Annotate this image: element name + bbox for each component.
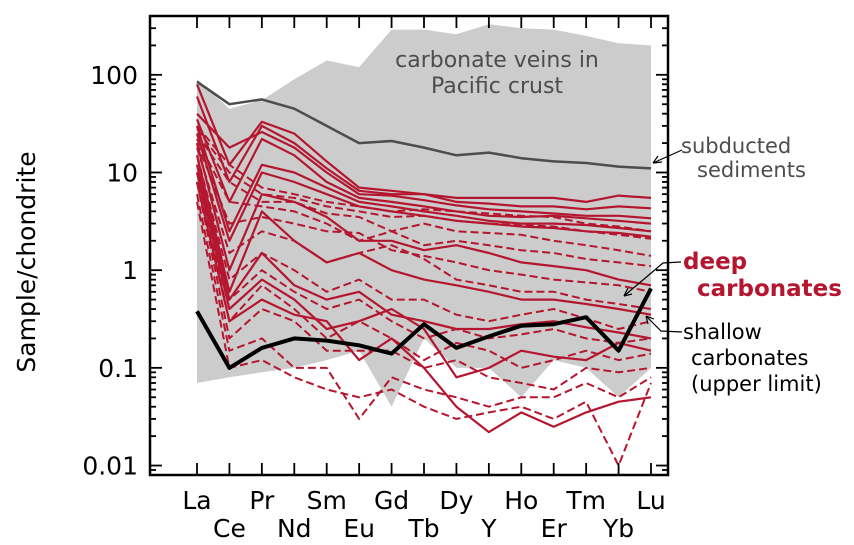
deep-carbonate-dashed-series-9 — [196, 172, 652, 369]
x-category-label: Dy — [439, 486, 473, 515]
shallow-arrow-head — [645, 315, 655, 325]
deep-carbonate-solid-series-5 — [195, 125, 652, 233]
x-category-label: Sm — [307, 486, 347, 515]
y-tick-label: 0.01 — [82, 452, 138, 481]
shallow-label-line1: shallow — [683, 320, 762, 344]
veins-label-line2: Pacific crust — [431, 74, 563, 99]
deep-label-line2: carbonates — [697, 276, 842, 302]
deep-carbonate-solid-series-10 — [195, 172, 652, 379]
deep-carbonate-solid-series-7 — [195, 142, 652, 287]
deep-carbonate-solid-series-2 — [195, 96, 652, 211]
shallow-arrow — [645, 315, 683, 333]
x-category-label: Nd — [277, 514, 312, 543]
y-tick-label: 10 — [106, 158, 138, 187]
deep-carbonate-solid-series-11 — [195, 181, 652, 434]
subducted-sediments-line — [196, 80, 652, 170]
deep-carbonate-dashed-series-7 — [196, 155, 652, 330]
deep-carbonate-dashed-series-5 — [196, 142, 652, 293]
shallow-label-line2: carbonates — [691, 346, 809, 370]
deep-carbonate-dashed-series-3 — [196, 133, 652, 257]
x-category-label: Gd — [374, 486, 409, 515]
deep-carbonate-dashed-series-4 — [196, 138, 652, 268]
subducted-label-line2: sediments — [697, 158, 806, 182]
deep-carbonate-dashed-series-6 — [196, 147, 652, 310]
x-category-label: Er — [541, 514, 568, 543]
deep-arrow-head — [623, 287, 633, 297]
deep-carbonate-solid-series-8 — [195, 155, 652, 316]
deep-label-line1: deep — [683, 249, 747, 275]
y-tick-label: 0.1 — [98, 354, 138, 383]
subducted-arrow — [652, 149, 683, 164]
x-category-label: Eu — [343, 514, 375, 543]
shallow-layer — [195, 287, 653, 370]
y-tick-label: 100 — [90, 61, 138, 90]
x-category-label: Tm — [565, 486, 606, 515]
subducted-layer — [196, 80, 652, 170]
x-category-label: Lu — [636, 486, 665, 515]
deep-carbonate-dashed-series-11 — [196, 193, 652, 420]
x-category-label: Pr — [249, 486, 275, 515]
subducted-label-line1: subducted — [681, 134, 791, 158]
deep-arrow — [623, 261, 682, 297]
deep-carbonate-dashed-series-1 — [196, 125, 652, 233]
deep-carbonate-dashed-series-8 — [196, 164, 652, 344]
subducted-arrow-head — [652, 155, 663, 164]
y-tick-label: 1 — [122, 256, 138, 285]
x-category-label: Tb — [407, 514, 439, 543]
deep-carbonate-solid-series-3 — [196, 112, 652, 220]
y-axis-title: Sample/chondrite — [12, 151, 41, 372]
x-category-label: Ho — [504, 486, 538, 515]
x-category-label: Yb — [602, 514, 634, 543]
x-category-label: Ce — [213, 514, 246, 543]
tick-labels-layer: 0.01 0.1 1 10 100 LaCePrNdSmEuGdTbDyYHoErTmYb… — [82, 61, 665, 543]
deep-dashed-layer — [196, 125, 652, 467]
shallow-label-line3: (upper limit) — [691, 372, 822, 396]
deep-carbonate-dashed-series-10 — [196, 181, 652, 391]
x-category-label: Y — [480, 514, 497, 543]
veins-label-line1: carbonate veins in — [395, 48, 599, 73]
deep-carbonate-solid-series-4 — [195, 118, 652, 225]
deep-carbonate-solid-series-6 — [195, 133, 652, 242]
axes-layer — [148, 14, 670, 477]
plot-frame — [148, 14, 670, 477]
deep-carbonate-dashed-series-12 — [196, 201, 652, 467]
deep-carbonate-solid-series-9 — [195, 164, 652, 340]
shallow-carbonates-line — [195, 287, 653, 370]
x-category-label: La — [182, 486, 211, 515]
deep-solid-layer — [195, 83, 652, 434]
